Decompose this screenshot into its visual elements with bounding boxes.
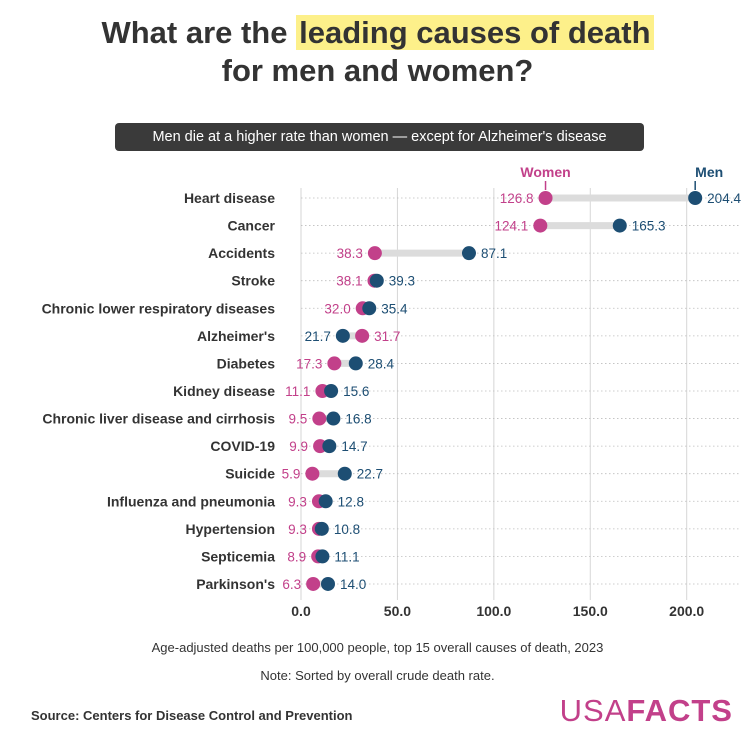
- category-label: Stroke: [231, 273, 275, 289]
- category-label: Chronic lower respiratory diseases: [42, 300, 276, 316]
- source-text: Source: Centers for Disease Control and …: [31, 708, 353, 723]
- women-value-label: 9.3: [288, 522, 307, 537]
- dumbbell-chart: Heart disease Cancer Accidents Stroke Chroni…: [42, 164, 742, 619]
- men-dot: [320, 576, 335, 591]
- women-value-label: 38.1: [336, 274, 362, 289]
- women-value-label: 8.9: [287, 549, 306, 564]
- men-value-label: 14.0: [340, 577, 366, 592]
- women-value-label: 38.3: [337, 246, 363, 261]
- men-dot: [324, 383, 339, 398]
- category-label: Cancer: [228, 218, 276, 234]
- men-value-label: 14.7: [341, 439, 367, 454]
- title-plain: What are the: [101, 15, 297, 50]
- women-value-label: 5.9: [282, 467, 301, 482]
- women-dot: [533, 218, 548, 233]
- men-dot: [315, 549, 330, 564]
- women-value-label: 9.9: [289, 439, 308, 454]
- category-label: Kidney disease: [173, 383, 275, 399]
- usafacts-logo: USAFACTS: [560, 693, 733, 729]
- men-value-label: 204.4: [707, 191, 741, 206]
- x-axis-title: Age-adjusted deaths per 100,000 people, …: [151, 640, 604, 655]
- title-line-1: What are the leading causes of death: [0, 14, 755, 52]
- men-value-label: 165.3: [632, 219, 666, 234]
- men-value-label: 11.1: [334, 549, 359, 564]
- men-dot: [348, 356, 363, 371]
- category-label: Diabetes: [217, 355, 276, 371]
- legend-women-label: Women: [520, 164, 570, 180]
- women-dot: [538, 191, 553, 205]
- women-dot: [305, 466, 320, 481]
- category-label: Hypertension: [186, 521, 275, 537]
- category-label: Suicide: [225, 466, 275, 482]
- x-tick-label: 100.0: [476, 603, 511, 619]
- women-dot: [367, 246, 382, 261]
- men-dot: [612, 218, 627, 233]
- category-label: Septicemia: [201, 548, 275, 564]
- men-dot: [688, 191, 703, 205]
- women-value-label: 9.3: [288, 494, 307, 509]
- x-tick-label: 200.0: [669, 603, 704, 619]
- women-value-label: 124.1: [495, 219, 529, 234]
- men-value-label: 21.7: [305, 329, 331, 344]
- women-value-label: 126.8: [500, 191, 534, 206]
- men-value-label: 12.8: [338, 494, 364, 509]
- men-dot: [369, 273, 384, 288]
- men-value-label: 22.7: [357, 467, 383, 482]
- category-label: Parkinson's: [196, 576, 275, 592]
- women-value-label: 17.3: [296, 356, 322, 371]
- men-value-label: 39.3: [389, 274, 415, 289]
- men-dot: [318, 494, 333, 509]
- logo-usa: USA: [559, 693, 627, 728]
- subtitle-banner: Men die at a higher rate than women — ex…: [115, 123, 644, 151]
- category-label: Chronic liver disease and cirrhosis: [42, 411, 275, 427]
- men-value-label: 28.4: [368, 356, 395, 371]
- women-dot: [355, 328, 370, 343]
- chart-title: What are the leading causes of death for…: [0, 14, 755, 90]
- men-value-label: 87.1: [481, 246, 507, 261]
- women-value-label: 32.0: [324, 301, 350, 316]
- men-value-label: 10.8: [334, 522, 360, 537]
- men-dot: [322, 439, 337, 454]
- women-dot: [327, 356, 342, 371]
- men-value-label: 16.8: [345, 412, 371, 427]
- women-dot: [306, 576, 321, 591]
- category-label: Influenza and pneumonia: [107, 493, 275, 509]
- category-label: Heart disease: [184, 190, 275, 206]
- men-dot: [326, 411, 341, 426]
- legend-men-label: Men: [695, 164, 723, 180]
- category-label: Accidents: [208, 245, 275, 261]
- men-dot: [461, 246, 476, 261]
- x-tick-label: 50.0: [384, 603, 411, 619]
- x-tick-label: 150.0: [573, 603, 608, 619]
- men-dot: [362, 301, 377, 316]
- men-value-label: 15.6: [343, 384, 369, 399]
- chart-note: Note: Sorted by overall crude death rate…: [260, 668, 495, 683]
- x-tick-label: 0.0: [291, 603, 311, 619]
- category-label: COVID-19: [210, 438, 275, 454]
- logo-facts: FACTS: [626, 693, 733, 728]
- men-dot: [314, 521, 329, 536]
- women-value-label: 31.7: [374, 329, 400, 344]
- women-value-label: 11.1: [285, 384, 310, 399]
- women-value-label: 9.5: [289, 412, 308, 427]
- women-dot: [312, 411, 327, 426]
- men-dot: [335, 328, 350, 343]
- women-value-label: 6.3: [282, 577, 301, 592]
- title-highlight: leading causes of death: [296, 15, 654, 50]
- title-line-2: for men and women?: [221, 53, 534, 88]
- category-label: Alzheimer's: [197, 328, 275, 344]
- men-value-label: 35.4: [381, 301, 408, 316]
- men-dot: [337, 466, 352, 481]
